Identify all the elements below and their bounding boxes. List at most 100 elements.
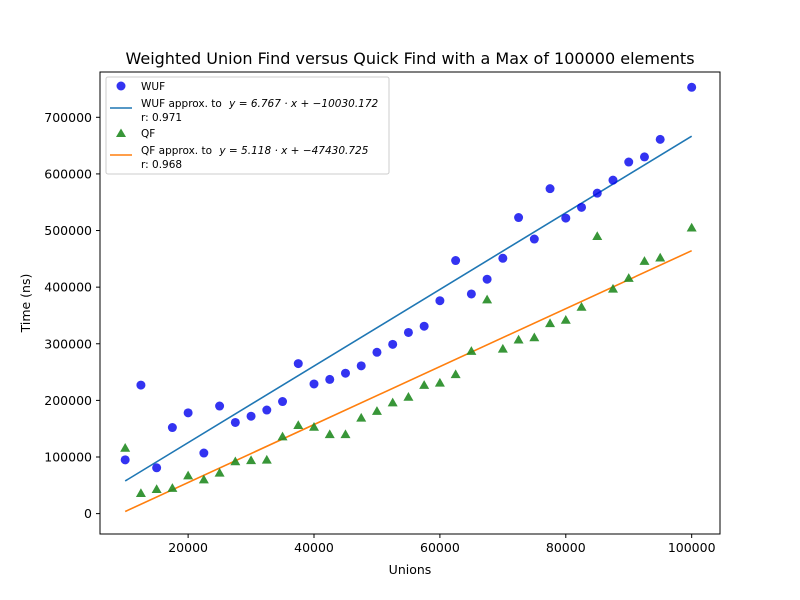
- wuf-point: [639, 152, 649, 162]
- qf-point: [623, 273, 634, 282]
- y-axis: 0 100000 200000 300000 400000 500000 600000 700…: [44, 110, 100, 521]
- y-tick-label: 300000: [44, 336, 92, 351]
- y-axis-label: Time (ns): [18, 274, 33, 334]
- legend-qf-marker: [116, 128, 126, 137]
- legend-wuf-fit-r: r: 0.971: [141, 112, 182, 124]
- wuf-point: [199, 448, 209, 458]
- qf-point: [151, 484, 162, 494]
- chart-title: Weighted Union Find versus Quick Find wi…: [125, 49, 694, 68]
- wuf-point: [325, 374, 335, 384]
- qf-point: [387, 397, 398, 407]
- data-points: [120, 82, 697, 497]
- wuf-point: [435, 296, 445, 306]
- x-tick-label: 100000: [668, 540, 716, 555]
- y-tick-label: 700000: [44, 110, 92, 125]
- legend-qf-fit-name: QF approx. to: [141, 145, 212, 157]
- wuf-point: [293, 359, 303, 369]
- wuf-point: [514, 213, 524, 223]
- wuf-point: [120, 455, 130, 465]
- qf-point: [686, 222, 697, 232]
- wuf-point: [687, 82, 697, 92]
- y-tick-label: 600000: [44, 166, 92, 181]
- wuf-point: [246, 411, 256, 421]
- qf-point: [293, 420, 304, 430]
- wuf-point: [215, 401, 225, 411]
- legend-box: [105, 76, 390, 175]
- qf-point: [466, 346, 477, 355]
- qf-point: [482, 294, 493, 304]
- x-tick-label: 80000: [546, 540, 586, 555]
- qf-point: [167, 483, 178, 492]
- wuf-point: [577, 202, 587, 212]
- wuf-point: [403, 327, 413, 337]
- wuf-point: [356, 361, 366, 371]
- wuf-point: [451, 256, 461, 266]
- wuf-point: [309, 379, 319, 389]
- wuf-point: [545, 184, 555, 194]
- wuf-point: [278, 397, 288, 407]
- wuf-point: [372, 347, 382, 357]
- legend-qf-fit-label: QF approx. to y = 5.118 · x + −47430.725: [141, 145, 369, 157]
- qf-point: [214, 467, 225, 477]
- qf-point: [450, 369, 461, 379]
- wuf-point: [466, 289, 476, 299]
- qf-point: [434, 377, 445, 387]
- qf-point: [592, 231, 603, 240]
- qf-point: [545, 318, 556, 328]
- wuf-point: [498, 253, 508, 263]
- y-tick-label: 400000: [44, 280, 92, 295]
- wuf-point: [482, 274, 492, 284]
- wuf-point: [624, 157, 634, 167]
- qf-point: [403, 391, 414, 401]
- x-tick-label: 20000: [168, 540, 208, 555]
- qf-point: [246, 455, 257, 465]
- wuf-point: [529, 234, 539, 244]
- qf-point: [560, 314, 571, 324]
- legend-wuf-fit-name: WUF approx. to: [141, 98, 222, 110]
- y-tick-label: 100000: [44, 450, 92, 465]
- qf-point: [356, 412, 367, 422]
- wuf-point: [183, 408, 193, 418]
- wuf-point: [655, 134, 665, 144]
- x-tick-label: 40000: [294, 540, 334, 555]
- qf-point: [497, 343, 508, 353]
- qf-point: [607, 283, 618, 293]
- wuf-point: [167, 423, 177, 433]
- wuf-point: [561, 213, 571, 223]
- qf-point: [324, 429, 335, 439]
- qf-point: [261, 454, 272, 464]
- legend-qf-label: QF: [141, 128, 155, 140]
- wuf-point: [262, 405, 272, 415]
- wuf-point: [340, 368, 350, 378]
- legend-wuf-label: WUF: [141, 81, 165, 93]
- wuf-point: [152, 463, 162, 473]
- qf-point: [198, 474, 209, 484]
- qf-point: [120, 442, 131, 452]
- x-axis: 20000 40000 60000 80000 100000: [168, 534, 716, 555]
- legend-qf-fit-equation: y = 5.118 · x + −47430.725: [218, 145, 368, 157]
- qf-point: [655, 252, 666, 262]
- qf-point: [340, 429, 351, 439]
- wuf-point: [230, 417, 240, 427]
- qf-point: [576, 301, 587, 311]
- qf-point: [309, 421, 320, 431]
- qf-point: [419, 380, 430, 389]
- wuf-point: [419, 321, 429, 331]
- wuf-point: [136, 380, 146, 390]
- legend: WUF WUF approx. to y = 6.767 · x + −1003…: [105, 76, 390, 175]
- wuf-point: [388, 339, 398, 349]
- wuf-point: [608, 175, 618, 185]
- x-tick-label: 60000: [420, 540, 460, 555]
- legend-wuf-marker: [116, 81, 126, 91]
- legend-qf-fit-r: r: 0.968: [141, 159, 182, 171]
- plot-frame: [99, 71, 721, 535]
- qf-point: [135, 488, 146, 497]
- qf-point: [277, 431, 288, 441]
- y-tick-label: 0: [84, 506, 92, 521]
- legend-wuf-fit-equation: y = 6.767 · x + −10030.172: [228, 98, 378, 110]
- y-tick-label: 500000: [44, 223, 92, 238]
- x-axis-label: Unions: [389, 562, 432, 577]
- qf-point: [371, 406, 382, 415]
- wuf-point: [592, 188, 602, 198]
